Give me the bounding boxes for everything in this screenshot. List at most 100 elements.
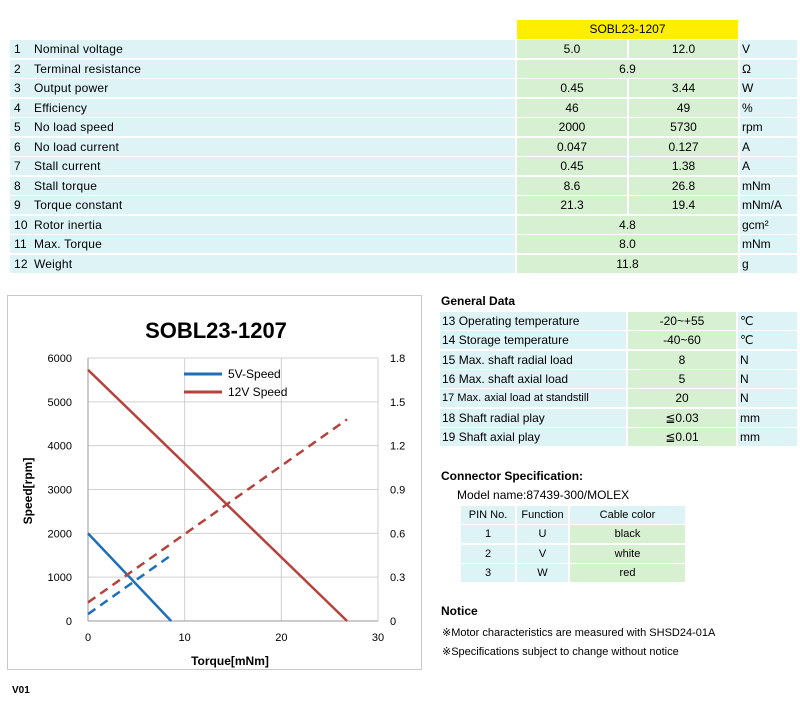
general-row: 16 Max. shaft axial load 5 N (440, 369, 797, 388)
general-label: 14 Storage temperature (440, 331, 626, 350)
general-value: ≦0.03 (628, 408, 736, 427)
current-line (87, 418, 348, 604)
spec-unit: W (740, 79, 797, 97)
pin-cell: red (570, 563, 685, 582)
general-row: 19 Shaft axial play ≦0.01 mm (440, 427, 797, 446)
pin-header-cell: PIN No. (461, 506, 515, 524)
general-label: 13 Operating temperature (440, 312, 626, 330)
connector-model: Model name:87439-300/MOLEX (457, 488, 630, 502)
model-header: SOBL23-1207 (517, 20, 738, 39)
pin-header-row: PIN No. Function Cable color (461, 506, 685, 524)
spec-label-text: Weight (34, 256, 73, 271)
spec-unit: mNm/A (740, 196, 797, 214)
chart-svg: SOBL23-1207 0 1000 2000 3000 4000 5000 6000 0 0.3… (21, 318, 405, 668)
spec-unit: V (740, 40, 797, 58)
y2-tick-label: 0.3 (390, 572, 405, 584)
spec-number: 7 (14, 159, 21, 173)
general-unit: mm (738, 408, 797, 427)
general-label: 18 Shaft radial play (440, 408, 626, 427)
spec-value-5v: 0.45 (517, 79, 627, 97)
general-label: 19 Shaft axial play (440, 427, 626, 446)
x-tick-label: 0 (85, 632, 91, 644)
version-label: V01 (12, 685, 30, 696)
y2-tick-label: 1.8 (390, 353, 405, 365)
spec-label: 6 No load current (10, 137, 515, 156)
spec-value-5v: 21.3 (517, 196, 627, 214)
general-number: 14 (442, 333, 456, 348)
pin-header-cell: Function (517, 506, 568, 524)
spec-row: 1 Nominal voltage 5.0 12.0 V (10, 40, 797, 58)
general-label-text: Max. shaft axial load (458, 371, 569, 386)
spec-label-text: Torque constant (34, 198, 123, 212)
spec-unit: mNm (740, 176, 797, 195)
speed-line (87, 368, 348, 622)
spec-value-5v: 2000 (517, 118, 627, 136)
spec-number: 2 (14, 61, 21, 76)
general-row: 14 Storage temperature -40~60 ℃ (440, 331, 797, 350)
general-label: 16 Max. shaft axial load (440, 369, 626, 388)
spec-label: 5 No load speed (10, 118, 515, 136)
spec-value: 8.0 (517, 235, 738, 253)
y-tick-label: 3000 (48, 485, 72, 497)
spec-value-5v: 8.6 (517, 176, 627, 195)
spec-unit: % (740, 98, 797, 117)
pin-cell: U (517, 525, 568, 544)
spec-label: 9 Torque constant (10, 196, 515, 214)
pin-cell: V (517, 544, 568, 563)
spec-number: 12 (14, 256, 28, 271)
spec-unit: gcm² (740, 215, 797, 234)
spec-label-text: Max. Torque (34, 237, 103, 251)
x-tick-label: 20 (275, 632, 287, 644)
general-value: 5 (628, 369, 736, 388)
pin-cell: W (517, 563, 568, 582)
spec-label-text: Output power (34, 81, 109, 95)
y-axis-label: Speed[rpm] (21, 458, 35, 525)
spec-label: 11 Max. Torque (10, 235, 515, 253)
spec-value-12v: 49 (629, 98, 738, 117)
y-tick-label: 6000 (48, 353, 72, 365)
spec-value-5v: 0.45 (517, 157, 627, 175)
spec-row: 6 No load current 0.047 0.127 A (10, 137, 797, 156)
spec-label-text: No load current (34, 139, 120, 154)
general-row: 13 Operating temperature -20~+55 ℃ (440, 312, 797, 330)
spec-unit: Ω (740, 59, 797, 78)
spec-value-5v: 5.0 (517, 40, 627, 58)
y-tick-label: 1000 (48, 572, 72, 584)
pin-cell: white (570, 544, 685, 563)
y2-tick-label: 0.9 (390, 485, 405, 497)
y2-tick-label: 0.6 (390, 528, 405, 540)
general-number: 16 (442, 371, 456, 386)
spec-label-text: Efficiency (34, 100, 88, 115)
spec-row: 4 Efficiency 46 49% (10, 98, 797, 117)
y-tick-label: 2000 (48, 528, 72, 540)
spec-row: 10 Rotor inertia 4.8 gcm² (10, 215, 797, 234)
spec-label-text: No load speed (34, 120, 114, 134)
general-unit: mm (738, 427, 797, 446)
general-label-text: Max. axial load at standstill (457, 392, 589, 405)
spec-number: 8 (14, 178, 21, 193)
general-value: 20 (628, 389, 736, 408)
spec-number: 6 (14, 139, 21, 154)
spec-value-5v: 0.047 (517, 137, 627, 156)
chart-title: SOBL23-1207 (145, 318, 287, 343)
general-number: 17 (442, 392, 455, 405)
speed-torque-chart: SOBL23-1207 0 1000 2000 3000 4000 5000 6000 0 0.3… (7, 295, 422, 670)
spec-row: 11 Max. Torque 8.0 mNm (10, 235, 797, 253)
connector-title: Connector Specification: (441, 469, 584, 483)
spec-row: 5 No load speed 2000 5730 rpm (10, 118, 797, 136)
general-label-text: Operating temperature (458, 314, 580, 328)
general-label: 17 Max. axial load at standstill (440, 389, 626, 408)
spec-number: 5 (14, 120, 21, 134)
general-label-text: Storage temperature (458, 333, 569, 348)
spec-value-12v: 26.8 (629, 176, 738, 195)
spec-label: 3 Output power (10, 79, 515, 97)
spec-value-12v: 1.38 (629, 157, 738, 175)
spec-value-12v: 0.127 (629, 137, 738, 156)
spec-value-5v: 46 (517, 98, 627, 117)
y-tick-label: 0 (66, 616, 72, 628)
y-tick-label: 4000 (48, 441, 72, 453)
current-line (87, 554, 172, 616)
pin-cell: black (570, 525, 685, 544)
